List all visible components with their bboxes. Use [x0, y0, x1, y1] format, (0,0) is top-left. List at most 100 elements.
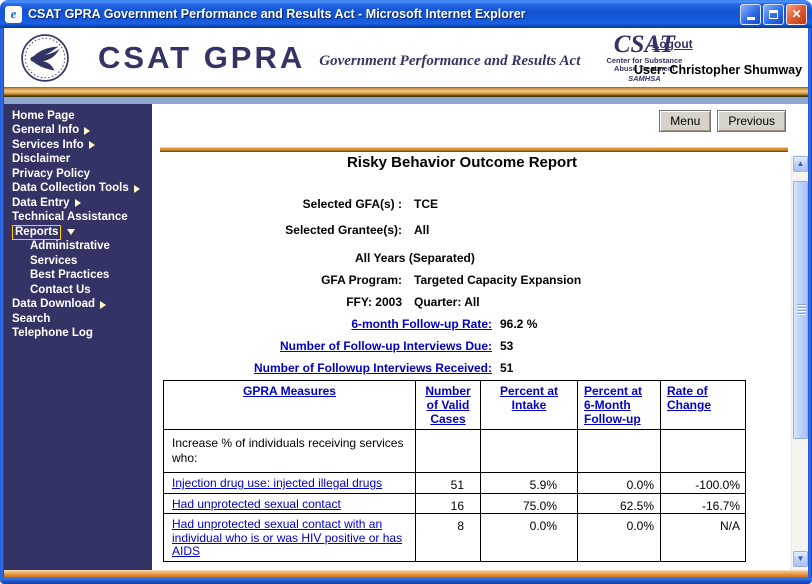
table-row: Had unprotected sexual contact with an i…	[163, 513, 746, 562]
column-header-link[interactable]: Rate of Change	[660, 380, 746, 430]
csat-samhsa-logo: CSAT Center for Substance Abuse Treatmen…	[602, 32, 686, 83]
scrollbar-grip-icon	[797, 304, 806, 316]
internet-explorer-icon: e	[5, 5, 22, 23]
empty-cell	[660, 429, 746, 473]
close-button[interactable]: ✕	[786, 3, 807, 25]
value-cell: 0.0%	[577, 513, 661, 562]
sidebar-item-label[interactable]: Administrative	[30, 240, 110, 253]
vertical-scrollbar[interactable]: ▲ ▼	[791, 155, 808, 570]
session-block: Logout User: Christopher Shumway	[634, 35, 806, 77]
detail-label: GFA Program:	[321, 273, 402, 287]
csat-logo-line3: SAMHSA	[628, 73, 661, 83]
sidebar-item-label[interactable]: Services	[30, 254, 78, 267]
orange-divider	[160, 147, 788, 152]
previous-button[interactable]: Previous	[717, 110, 786, 132]
sidebar-item-services-info[interactable]: Services Info	[4, 138, 152, 153]
table-row: Injection drug use: injected illegal dru…	[163, 472, 746, 494]
stat-row-followup-rate: 6-month Follow-up Rate: 96.2 %	[152, 316, 791, 332]
sidebar-item-label[interactable]: Home Page	[12, 109, 75, 122]
sidebar-item-label[interactable]: Data Download	[12, 298, 96, 311]
sidebar-item-general-info[interactable]: General Info	[4, 124, 152, 139]
scrollbar-thumb[interactable]	[793, 181, 808, 439]
column-header-link[interactable]: Percent at 6-Month Follow-up	[577, 380, 661, 430]
sidebar-item-privacy-policy[interactable]: Privacy Policy	[4, 167, 152, 182]
detail-value: TCE	[414, 197, 438, 211]
intro-cell: Increase % of individuals receiving serv…	[163, 429, 416, 473]
scroll-down-icon: ▼	[796, 554, 805, 563]
user-label: User: Christopher Shumway	[634, 63, 803, 77]
sidebar-item-label[interactable]: Technical Assistance	[12, 211, 128, 224]
brand-title: CSAT GPRA	[98, 39, 306, 75]
submenu-expanded-arrow-icon	[67, 229, 76, 236]
value-cell: -16.7%	[660, 492, 746, 514]
steel-stripe	[4, 97, 808, 104]
submenu-arrow-icon	[84, 126, 91, 135]
table-header-row: GPRA Measures Number of Valid Cases Perc…	[163, 380, 746, 430]
title-bar[interactable]: e CSAT GPRA Government Performance and R…	[0, 0, 812, 28]
sidebar-item-reports[interactable]: Reports	[4, 224, 152, 240]
sidebar-item-label[interactable]: Data Entry	[12, 196, 70, 209]
stat-value: 51	[500, 361, 514, 375]
menu-button[interactable]: Menu	[659, 110, 712, 132]
submenu-arrow-icon	[74, 199, 81, 208]
empty-cell	[415, 429, 481, 473]
submenu-arrow-icon	[100, 300, 107, 309]
hhs-eagle-logo	[21, 33, 69, 82]
empty-cell	[480, 429, 578, 473]
sidebar-item-data-collection-tools[interactable]: Data Collection Tools	[4, 182, 152, 197]
sidebar-item-label[interactable]: Services Info	[12, 138, 84, 151]
sidebar-item-label[interactable]: Data Collection Tools	[12, 182, 129, 195]
sidebar-item-services[interactable]: Services	[4, 254, 152, 269]
detail-row-program: GFA Program: Targeted Capacity Expansion	[152, 272, 791, 288]
column-header-link[interactable]: Number of Valid Cases	[415, 380, 481, 430]
sidebar-item-label[interactable]: Telephone Log	[12, 327, 93, 340]
measure-cell: Had unprotected sexual contact with an i…	[163, 513, 416, 562]
sidebar-item-contact-us[interactable]: Contact Us	[4, 283, 152, 298]
sidebar-item-label[interactable]: Best Practices	[30, 269, 110, 282]
value-cell: 51	[415, 472, 481, 494]
stat-link[interactable]: Number of Follow-up Interviews Due:	[279, 339, 492, 353]
table-row: Had unprotected sexual contact 16 75.0% 62.…	[163, 492, 746, 514]
sidebar-item-label[interactable]: Search	[12, 312, 51, 325]
sidebar-item-label[interactable]: Disclaimer	[12, 153, 71, 166]
scroll-up-button[interactable]: ▲	[793, 156, 808, 172]
value-cell: 8	[415, 513, 481, 562]
sidebar-item-disclaimer[interactable]: Disclaimer	[4, 153, 152, 168]
stat-link[interactable]: Number of Followup Interviews Received:	[253, 361, 492, 375]
logout-link[interactable]: Logout	[652, 37, 693, 51]
csat-logo-line1: Center for Substance	[606, 55, 683, 65]
measure-link[interactable]: Injection drug use: injected illegal dru…	[172, 476, 383, 490]
sidebar-item-technical-assistance[interactable]: Technical Assistance	[4, 211, 152, 226]
column-header-link[interactable]: Percent at Intake	[480, 380, 578, 430]
sidebar-item-data-entry[interactable]: Data Entry	[4, 196, 152, 211]
sidebar-item-label[interactable]: Privacy Policy	[12, 167, 90, 180]
minimize-button[interactable]	[740, 3, 761, 25]
window-title: CSAT GPRA Government Performance and Res…	[28, 7, 526, 21]
sidebar-item-home-page[interactable]: Home Page	[4, 109, 152, 124]
scroll-down-button[interactable]: ▼	[793, 551, 808, 567]
detail-label: FFY: 2003	[346, 295, 402, 309]
stat-link[interactable]: 6-month Follow-up Rate:	[351, 317, 492, 331]
measure-cell: Had unprotected sexual contact	[163, 492, 416, 514]
sidebar-item-best-practices[interactable]: Best Practices	[4, 269, 152, 284]
maximize-icon	[769, 9, 778, 19]
sidebar-item-administrative[interactable]: Administrative	[4, 240, 152, 255]
sidebar-item-label[interactable]: Contact Us	[30, 283, 91, 296]
measure-link[interactable]: Had unprotected sexual contact with an i…	[172, 517, 403, 558]
sidebar-nav: Home Page General Info Services Info Discla…	[4, 104, 152, 570]
years-line: All Years (Separated)	[355, 251, 475, 265]
window-border-left	[0, 28, 4, 578]
sidebar-item-label[interactable]: Reports	[12, 224, 62, 240]
stat-value: 53	[500, 339, 514, 353]
column-header-link[interactable]: GPRA Measures	[163, 380, 416, 430]
sidebar-item-search[interactable]: Search	[4, 312, 152, 327]
sidebar-item-data-download[interactable]: Data Download	[4, 298, 152, 313]
sidebar-item-label[interactable]: General Info	[12, 124, 80, 137]
sidebar-item-telephone-log[interactable]: Telephone Log	[4, 327, 152, 342]
close-icon: ✕	[791, 7, 802, 21]
page-body: Home Page General Info Services Info Discla…	[4, 104, 808, 570]
maximize-button[interactable]	[763, 3, 784, 25]
page-header: CSAT GPRA Government Performance and Res…	[4, 28, 808, 87]
measure-link[interactable]: Had unprotected sexual contact	[172, 496, 341, 511]
brand-block: CSAT GPRA Government Performance and Res…	[98, 39, 580, 75]
